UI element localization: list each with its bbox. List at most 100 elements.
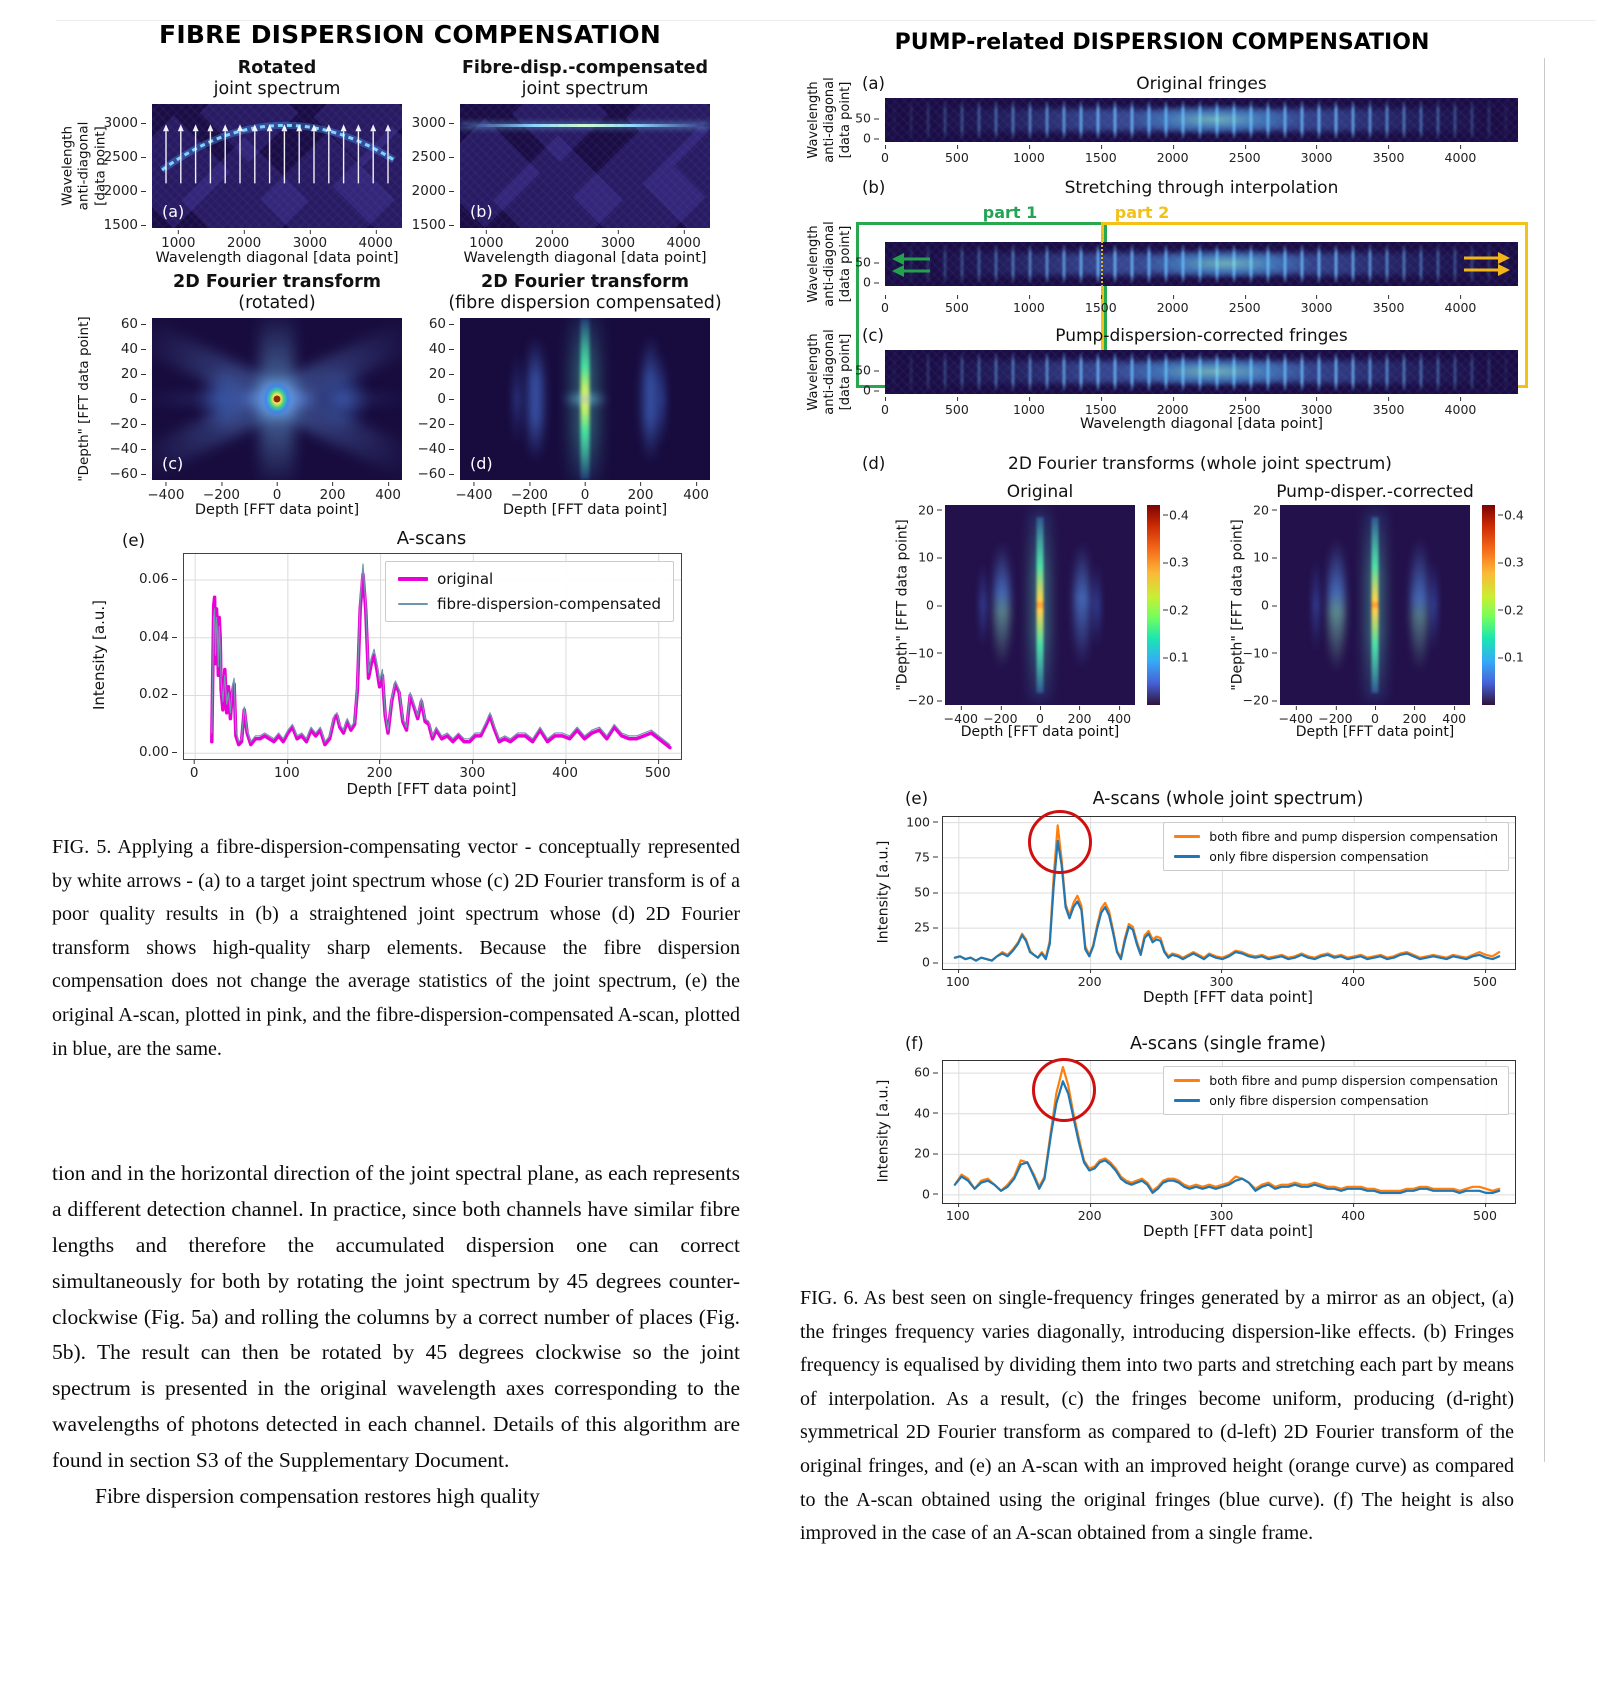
fig6f-plot: both fibre and pump dispersion compensat… — [942, 1060, 1516, 1204]
fig6a-yticks: 50 0 — [855, 110, 879, 146]
fig6f-legend-label-both: both fibre and pump dispersion compensat… — [1209, 1073, 1498, 1088]
fig5a-yticks: 3000 2500 2000 1500 — [103, 114, 147, 233]
fig6d-left-colorbar-ticks: 0.4 0.3 0.2 0.1 — [1163, 507, 1189, 665]
fig6d-left-xticks: −400 −200 0 200 400 — [943, 706, 1132, 726]
fig5a-xticks: 1000 2000 3000 4000 — [161, 230, 393, 251]
fig6d-title: 2D Fourier transforms (whole joint spect… — [1008, 454, 1392, 474]
fig5c-title: 2D Fourier transform (rotated) — [132, 272, 422, 315]
fig5b-heatmap: (b) — [460, 104, 710, 228]
fig5d-heatmap: (d) — [460, 318, 710, 480]
fig5e-yticks: 0.00 0.02 0.04 0.06 — [138, 571, 178, 761]
fig6b-panel-label: (b) — [862, 178, 886, 197]
fig6e-panel-label: (e) — [905, 789, 929, 808]
fig6d-left-heatmap — [945, 505, 1135, 705]
fig6d-right-xlabel: Depth [FFT data point] — [1295, 724, 1455, 740]
fig6b-split-line — [1101, 234, 1103, 294]
fig6f-yticks: 0 20 40 60 — [914, 1064, 938, 1202]
fig5e-legend-label-original: original — [437, 570, 494, 588]
fig6a-panel-label: (a) — [862, 74, 885, 93]
fig5d-xticks: −400 −200 0 200 400 — [455, 482, 709, 503]
fig6b-xticks: 0 500 1000 1500 2000 2500 3000 3500 4000 — [881, 295, 1477, 315]
fig6e-xticks: 100 200 300 400 500 — [945, 969, 1497, 989]
fig6b-part1-label: part 1 — [982, 203, 1038, 222]
fig6f-xticks: 100 200 300 400 500 — [945, 1203, 1497, 1223]
fig5e-legend-label-compensated: fibre-dispersion-compensated — [437, 595, 661, 613]
fig6f-highlight-circle — [1032, 1058, 1096, 1122]
fig5c-yticks: 60 40 20 0 −20 −40 −60 — [109, 316, 147, 482]
fig6d-left-xlabel: Depth [FFT data point] — [960, 724, 1120, 740]
fig5b-title: Fibre-disp.-compensated joint spectrum — [430, 58, 740, 101]
fig6c-yticks: 50 0 — [855, 362, 879, 398]
fig5-title: FIBRE DISPERSION COMPENSATION — [159, 20, 661, 49]
top-hairline — [56, 20, 1596, 21]
fig5e-legend: original fibre-dispersion-compensated — [385, 561, 674, 622]
fig6d-right-xticks: −400 −200 0 200 400 — [1278, 706, 1467, 726]
fig5a-xlabel: Wavelength diagonal [data point] — [155, 250, 399, 266]
fig6b-strip — [885, 242, 1518, 286]
fig6b-yellow-right-arrows — [1464, 252, 1510, 276]
fig6d-left-colorbar — [1147, 505, 1160, 705]
fig5d-title: 2D Fourier transform (fibre dispersion c… — [420, 272, 750, 315]
fig5b-title-line1: Fibre-disp.-compensated — [461, 58, 709, 78]
fig5b-xlabel: Wavelength diagonal [data point] — [463, 250, 707, 266]
fig5a-title: Rotated joint spectrum — [132, 58, 422, 101]
fig5c-xticks: −400 −200 0 200 400 — [147, 482, 401, 503]
fig5b-straight-line — [460, 124, 710, 127]
fig5e-xticks: 0 100 200 300 400 500 — [189, 760, 671, 781]
fig6e-ylabel: Intensity [a.u.] — [875, 840, 892, 944]
fig5e-ylabel: Intensity [a.u.] — [89, 600, 108, 710]
body-paragraph-2: Fibre dispersion compensation restores h… — [95, 1484, 540, 1509]
fig6d-right-colorbar — [1482, 505, 1495, 705]
fig6-caption: FIG. 6. As best seen on single-frequency… — [800, 1287, 1514, 1545]
fig5c-xlabel: Depth [FFT data point] — [194, 502, 360, 518]
fig5a-white-arrows — [163, 124, 391, 184]
fig6d-left-yticks: 20 10 0 −10 −20 — [907, 502, 943, 708]
fig5e-xlabel: Depth [FFT data point] — [346, 780, 517, 798]
fig6f-legend-label-only: only fibre dispersion compensation — [1209, 1093, 1429, 1108]
body-paragraph-1: tion and in the horizontal direction of … — [52, 1161, 740, 1473]
fig6c-xlabel: Wavelength diagonal [data point] — [1079, 416, 1324, 432]
fig6b-yticks: 50 0 — [855, 254, 879, 290]
fig5e-legend-swatch-original — [398, 577, 429, 581]
fig5cd-ylabel: "Depth" [FFT data point] — [75, 316, 92, 482]
fig6c-xticks: 0 500 1000 1500 2000 2500 3000 3500 4000 — [881, 397, 1477, 417]
fig5c-title-line2: (rotated) — [238, 293, 316, 314]
fig6c-title: Pump-dispersion-corrected fringes — [1055, 326, 1348, 346]
fig6d-right-yticks: 20 10 0 −10 −20 — [1242, 502, 1278, 708]
fig6e-title: A-scans (whole joint spectrum) — [1092, 789, 1364, 809]
fig6b-title: Stretching through interpolation — [1064, 178, 1339, 198]
fig6d-right-colorbar-ticks: 0.4 0.3 0.2 0.1 — [1498, 507, 1524, 665]
fig6e-legend-swatch-only — [1174, 855, 1201, 858]
fig5b-title-line2: joint spectrum — [521, 79, 649, 100]
fig5c-title-line1: 2D Fourier transform — [173, 272, 381, 292]
fig6a-xticks: 0 500 1000 1500 2000 2500 3000 3500 4000 — [881, 145, 1477, 165]
fig6f-legend-swatch-both — [1174, 1079, 1201, 1082]
fig6e-legend-label-both: both fibre and pump dispersion compensat… — [1209, 829, 1498, 844]
fig5e-title: A-scans — [396, 528, 467, 549]
fig5a-arc — [159, 121, 396, 173]
fig5e-panel-label: (e) — [122, 531, 146, 550]
fig6a-strip — [885, 98, 1518, 142]
fig6f-panel-label: (f) — [905, 1034, 924, 1053]
fig6f-legend-swatch-only — [1174, 1099, 1201, 1102]
fig6d-right-heatmap — [1280, 505, 1470, 705]
fig5b-yticks: 3000 2500 2000 1500 — [411, 114, 455, 233]
fig5c-panel-label: (c) — [162, 454, 184, 473]
fig6e-yticks: 0 25 50 75 100 — [906, 814, 938, 970]
fig6b-green-left-arrows — [892, 253, 930, 277]
fig6e-highlight-circle — [1028, 810, 1092, 874]
column-separator — [1544, 58, 1545, 1462]
fig6b-part2-label: part 2 — [1114, 203, 1170, 222]
fig5d-xlabel: Depth [FFT data point] — [502, 502, 668, 518]
fig5e-plot: original fibre-dispersion-compensated — [183, 553, 682, 760]
fig5a-heatmap: (a) — [152, 104, 402, 228]
fig6c-strip — [885, 350, 1518, 394]
fig6c-panel-label: (c) — [862, 326, 884, 345]
fig5a-panel-label: (a) — [162, 202, 185, 221]
fig6-title: PUMP-related DISPERSION COMPENSATION — [894, 30, 1430, 55]
fig6d-right-subtitle: Pump-disper.-corrected — [1276, 482, 1474, 502]
fig6f-ylabel: Intensity [a.u.] — [875, 1079, 892, 1183]
fig6f-legend: both fibre and pump dispersion compensat… — [1163, 1066, 1509, 1115]
fig5e-legend-swatch-compensated — [398, 603, 429, 605]
